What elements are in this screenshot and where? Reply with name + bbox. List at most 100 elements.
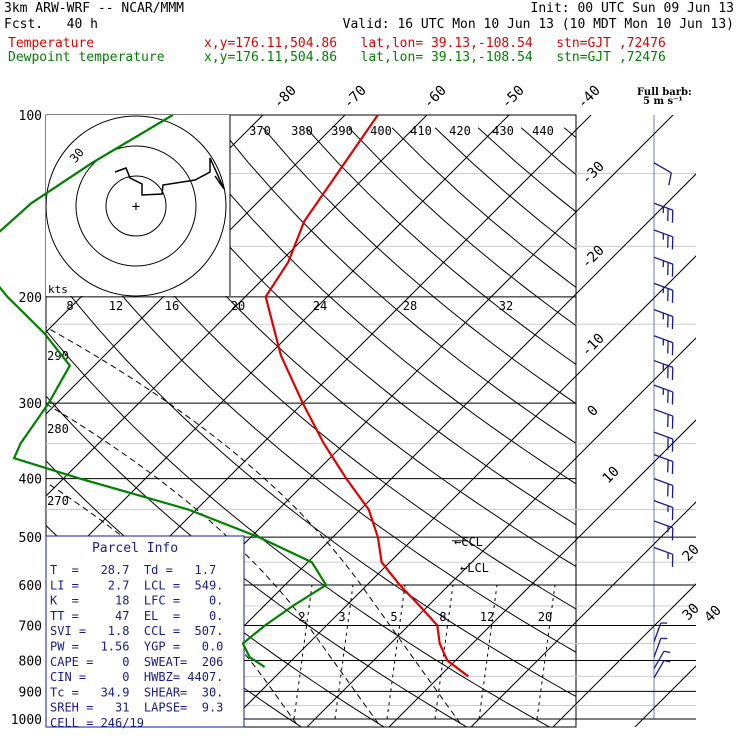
- isotherm-line: [142, 173, 696, 727]
- isotherm-label: -60: [421, 83, 450, 112]
- pressure-tick-label: 800: [19, 654, 42, 669]
- mixing-ratio-line: [386, 584, 406, 720]
- theta-label: 420: [449, 124, 471, 138]
- barb-staff: [653, 622, 662, 643]
- dewpoint-legend: Dewpoint temperature: [8, 50, 165, 65]
- dry-adiabat-line: [219, 127, 576, 444]
- wind-barb: [653, 282, 674, 303]
- parcel-row: SREH = 31 LAPSE= 9.3: [50, 701, 223, 715]
- ccl-label: ←CCL: [454, 535, 483, 549]
- barb-staff: [653, 431, 674, 440]
- wind-barb: [653, 309, 674, 330]
- parcel-info-box: Parcel Info T = 28.7 Td = 1.7LI = 2.7 LCL…: [45, 535, 245, 730]
- forecast-hour: Fcst. 40 h: [4, 17, 98, 32]
- sounding-lines: [0, 114, 469, 678]
- dry-adiabat-line: [176, 127, 576, 485]
- wind-barb: [653, 202, 674, 223]
- wind-barb: [653, 162, 672, 186]
- barb-staff: [653, 638, 662, 658]
- mixing-ratio-line: [478, 584, 498, 720]
- barb-staff: [653, 520, 674, 529]
- parcel-row: CIN = 0 HWBZ= 4407.: [50, 670, 223, 684]
- parcel-box: [45, 535, 245, 728]
- barb-staff: [653, 546, 674, 555]
- wind-barb: [653, 359, 674, 381]
- dry-adiabat-line: [46, 194, 576, 653]
- parcel-row: PW = 1.56 YGP = 0.0: [50, 640, 223, 654]
- theta-left-label: 270: [47, 494, 69, 508]
- pressure-tick-label: 700: [19, 619, 42, 634]
- valid-time: Valid: 16 UTC Mon 10 Jun 13 (10 MDT Mon …: [342, 17, 734, 32]
- mixing-ratio-line: [536, 584, 556, 720]
- pressure-tick-label: 100: [19, 109, 42, 124]
- wind-barbs: [653, 115, 674, 719]
- isotherm-label: -10: [579, 331, 608, 360]
- hodograph-ring: [75, 145, 197, 267]
- wind-barb: [653, 520, 674, 541]
- hodograph-speed-label: 28: [403, 299, 417, 313]
- parcel-row: T = 28.7 Td = 1.7: [50, 563, 216, 577]
- barb-staff: [653, 162, 672, 174]
- theta-label: 370: [249, 124, 271, 138]
- temperature-location: x,y=176.11,504.86 lat,lon= 39.13,-108.54…: [204, 36, 666, 51]
- wind-barb: [653, 478, 674, 499]
- parcel-row: K = 18 LFC = 0.: [50, 594, 223, 608]
- isotherm-line: [470, 501, 696, 727]
- dry-adiabat-line: [133, 127, 576, 526]
- isotherm-line: [46, 115, 346, 415]
- pressure-tick-label: 500: [19, 531, 42, 546]
- barb-feather: [668, 172, 672, 186]
- dry-adiabat-line: [262, 127, 576, 405]
- wind-barb: [653, 659, 671, 679]
- isotherm-label: -20: [579, 243, 608, 272]
- lcl-label: ←LCL: [460, 561, 489, 575]
- wind-barb: [653, 384, 674, 405]
- isotherm-label: 20: [680, 542, 703, 565]
- isotherm-label: 10: [600, 464, 623, 487]
- dry-adiabat-line: [46, 329, 551, 727]
- theta-label: 390: [331, 124, 353, 138]
- parcel-row: SVI = 1.8 CCL = 507.: [50, 624, 223, 638]
- parcel-row: TT = 47 EL = 0.: [50, 609, 223, 623]
- pressure-tick-label: 400: [19, 473, 42, 488]
- mixing-ratio-line: [334, 584, 354, 720]
- theta-label: 380: [291, 124, 313, 138]
- isotherm-line: [306, 337, 696, 727]
- wind-barb: [653, 335, 674, 356]
- wind-barb: [653, 650, 671, 669]
- hodograph-trace: [114, 157, 225, 196]
- isotherm-label: -40: [575, 83, 604, 112]
- dewpoint-location: x,y=176.11,504.86 lat,lon= 39.13,-108.54…: [204, 50, 666, 65]
- wind-legend-title: Full barb:: [637, 87, 692, 98]
- parcel-row: LI = 2.7 LCL = 549.: [50, 578, 223, 592]
- isotherm-line: [46, 115, 428, 497]
- wind-barb: [653, 622, 668, 643]
- pressure-tick-label: 300: [19, 397, 42, 412]
- isotherm-line: [634, 665, 696, 727]
- barb-half-feather: [663, 650, 671, 654]
- mixing-ratio-line: [434, 584, 454, 720]
- dry-adiabat-line: [46, 263, 576, 698]
- dewpoint-line: [0, 114, 328, 668]
- barb-half-feather: [663, 659, 671, 663]
- hodograph-speed-label: 24: [313, 299, 327, 313]
- hodograph-speed-label: 16: [165, 299, 179, 313]
- hodograph-speed-label: 12: [109, 299, 123, 313]
- barb-staff: [653, 408, 674, 417]
- wind-barb: [653, 256, 674, 277]
- hodograph-origin: +: [132, 199, 140, 215]
- mixing-ratio-label: 12: [480, 610, 494, 624]
- wind-legend-value: 5 m s⁻¹: [643, 96, 683, 107]
- theta-e-lines: 370 380 390 400 410 420 430 440 290 280 270: [47, 124, 554, 508]
- theta-label: 430: [492, 124, 514, 138]
- wind-barb: [653, 546, 674, 567]
- temperature-legend: Temperature: [8, 36, 95, 51]
- mixing-ratio-label: 3: [338, 610, 345, 624]
- isotherm-label: -50: [499, 83, 528, 112]
- wind-barb: [653, 454, 674, 475]
- wind-barb: [653, 408, 674, 429]
- barb-staff: [653, 335, 674, 344]
- barb-staff: [653, 478, 674, 487]
- dry-adiabat-line: [391, 127, 576, 288]
